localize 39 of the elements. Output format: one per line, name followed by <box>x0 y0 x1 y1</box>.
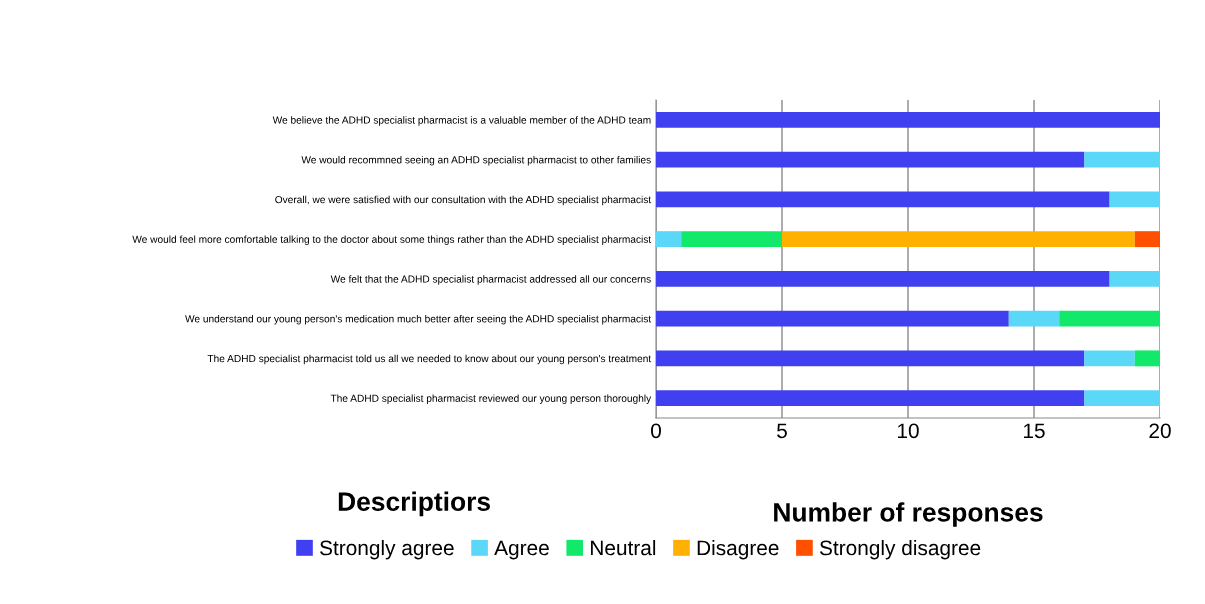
y-tick-label: We would recommned seeing an ADHD specialist pharmacist to other families <box>301 155 651 166</box>
bar <box>656 151 1085 168</box>
y-tick-label: We would feel more comfortable talking to the doctor about some things rather than the ADHD specialist pharmacist <box>132 235 652 245</box>
bar <box>681 231 782 248</box>
bar <box>1084 390 1160 407</box>
bar <box>782 231 1135 248</box>
bar <box>656 111 1160 128</box>
bar <box>1109 191 1160 208</box>
bar <box>1008 310 1060 327</box>
x-tick-label: 20 <box>1149 423 1171 439</box>
legend-label: Neutral <box>591 539 656 556</box>
bar <box>1109 270 1160 287</box>
bar <box>1084 151 1160 168</box>
legend-label: Strongly disagree <box>819 539 981 560</box>
y-tick-label: We believe the ADHD specialist pharmacist is a valuable member of the ADHD team <box>272 116 651 126</box>
bar <box>656 270 1110 287</box>
bar <box>656 390 1085 407</box>
y-tick-label: We understand our young person's medication much better after seeing the ADHD specialist pharmacist <box>185 314 652 325</box>
x-tick-label: 5 <box>777 423 787 439</box>
y-tick-label: Overall, we were satisfied with our consultation with the ADHD specialist pharmacist <box>275 195 652 206</box>
bar <box>656 350 1085 367</box>
y-tick-label: The ADHD specialist pharmacist reviewed our young person thoroughly <box>330 394 652 404</box>
bar <box>656 310 1009 327</box>
legend-label: Disagree <box>697 539 779 560</box>
bar <box>1134 350 1160 367</box>
x-tick-label: 10 <box>898 423 919 439</box>
y-axis-title: Descriptiors <box>338 491 490 517</box>
legend-label: Strongly agree <box>320 539 454 560</box>
x-tick-label: 15 <box>1024 423 1045 439</box>
x-tick-label: 0 <box>651 423 661 439</box>
x-axis-title: Number of responses <box>774 502 1043 527</box>
bar <box>1084 350 1135 367</box>
legend-label: Agree <box>494 540 549 560</box>
y-tick-label: The ADHD specialist pharmacist told us all we needed to know about our young person's treatment <box>207 354 652 365</box>
bar <box>656 191 1110 208</box>
bar <box>1134 231 1160 248</box>
bar <box>1059 310 1160 327</box>
y-tick-label: We felt that the ADHD specialist pharmacist addressed all our concerns <box>330 275 651 285</box>
bar <box>656 231 682 248</box>
